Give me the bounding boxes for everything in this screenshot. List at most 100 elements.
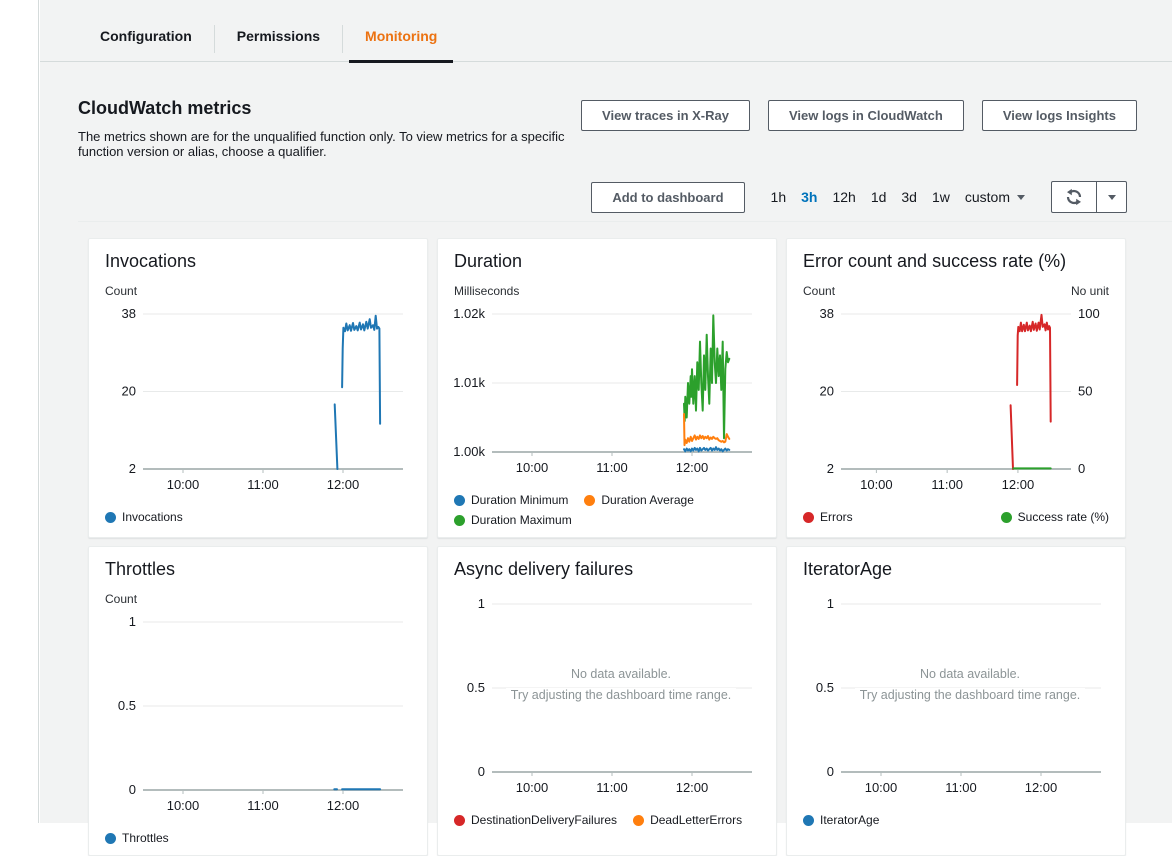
metric-card-errors: Error count and success rate (%) Count No … xyxy=(786,238,1126,538)
svg-text:10:00: 10:00 xyxy=(865,780,898,795)
legend-label: DestinationDeliveryFailures xyxy=(471,813,618,827)
time-range-1h[interactable]: 1h xyxy=(770,189,787,205)
legend-label: Invocations xyxy=(122,510,183,524)
page-title: CloudWatch metrics xyxy=(78,98,252,118)
svg-text:0: 0 xyxy=(478,764,485,779)
chart-title: Throttles xyxy=(105,559,176,579)
chart-legend: Invocations xyxy=(105,510,411,524)
time-range-12h[interactable]: 12h xyxy=(832,189,856,205)
legend-item[interactable]: Errors xyxy=(803,510,853,524)
metrics-description: The metrics shown are for the unqualifie… xyxy=(78,129,565,159)
svg-text:12:00: 12:00 xyxy=(676,780,709,795)
chart-duration[interactable]: 1.02k 1.01k 1.00k 10:00 11:00 12:00 xyxy=(453,302,762,480)
legend-color-dot xyxy=(454,494,465,506)
svg-text:2: 2 xyxy=(827,461,834,476)
legend-label: DeadLetterErrors xyxy=(650,813,743,827)
legend-label: Throttles xyxy=(122,831,169,845)
chart-async-delivery-failures[interactable]: 1 0.5 0 10:00 11:00 12:00 xyxy=(454,592,762,800)
refresh-options-button[interactable] xyxy=(1097,181,1127,213)
svg-text:1: 1 xyxy=(129,614,136,629)
time-range-custom[interactable]: custom xyxy=(965,189,1025,205)
svg-text:50: 50 xyxy=(1078,384,1092,399)
tab-divider xyxy=(342,25,344,53)
collapsed-side-nav xyxy=(0,0,39,823)
time-range-1w[interactable]: 1w xyxy=(931,189,950,205)
metric-card-iteratorage: IteratorAge 1 0.5 0 10:00 11:00 12:00 No data a… xyxy=(786,546,1126,856)
left-axis-unit: Count xyxy=(105,284,138,298)
svg-text:1.00k: 1.00k xyxy=(454,444,485,459)
view-logs-insights-button[interactable]: View logs Insights xyxy=(981,100,1137,131)
legend-item[interactable]: Duration Maximum xyxy=(454,513,572,527)
metric-card-invocations: Invocations Count 38 20 2 10:00 11:00 12:00 Invo… xyxy=(88,238,428,538)
tab-configuration[interactable]: Configuration xyxy=(100,28,192,44)
svg-text:0.5: 0.5 xyxy=(816,680,834,695)
view-logs-cloudwatch-button[interactable]: View logs in CloudWatch xyxy=(767,100,964,131)
svg-text:12:00: 12:00 xyxy=(327,477,360,492)
legend-label: IteratorAge xyxy=(820,813,880,827)
chart-toolbar: Add to dashboard 1h 3h 12h 1d 3d 1w custom xyxy=(40,159,1172,213)
legend-color-dot xyxy=(454,814,465,826)
chart-legend: DestinationDeliveryFailures DeadLetterErr… xyxy=(454,813,760,827)
chevron-down-icon xyxy=(1017,194,1025,200)
chart-throttles[interactable]: 1 0.5 0 10:00 11:00 12:00 xyxy=(105,610,413,818)
add-to-dashboard-button[interactable]: Add to dashboard xyxy=(591,181,745,213)
legend-label: Duration Maximum xyxy=(471,513,572,527)
svg-text:10:00: 10:00 xyxy=(167,798,200,813)
svg-text:38: 38 xyxy=(122,306,136,321)
svg-text:0: 0 xyxy=(129,782,136,797)
svg-text:12:00: 12:00 xyxy=(327,798,360,813)
svg-text:0: 0 xyxy=(827,764,834,779)
legend-color-dot xyxy=(633,814,645,826)
left-axis-unit: Milliseconds xyxy=(454,284,520,298)
svg-text:20: 20 xyxy=(820,384,834,399)
time-range-selector: 1h 3h 12h 1d 3d 1w custom xyxy=(771,189,1025,205)
svg-text:11:00: 11:00 xyxy=(596,780,628,795)
chart-title: Duration xyxy=(454,251,523,271)
svg-text:10:00: 10:00 xyxy=(516,780,549,795)
legend-color-dot xyxy=(803,511,814,523)
chart-legend: IteratorAge xyxy=(803,813,1109,827)
plot-area: 1 0.5 0 10:00 11:00 12:00 No data available. Tr… xyxy=(803,592,1109,805)
chart-invocations[interactable]: 38 20 2 10:00 11:00 12:00 xyxy=(105,302,413,497)
legend-item[interactable]: Invocations xyxy=(105,510,183,524)
time-range-3d[interactable]: 3d xyxy=(901,189,917,205)
plot-area: 1 0.5 0 10:00 11:00 12:00 No data available. Tr… xyxy=(454,592,760,805)
refresh-button[interactable] xyxy=(1051,181,1097,213)
legend-item[interactable]: Success rate (%) xyxy=(1000,510,1109,524)
svg-text:100: 100 xyxy=(1078,306,1100,321)
svg-text:1: 1 xyxy=(827,596,834,611)
legend-item[interactable]: Throttles xyxy=(105,831,169,845)
svg-text:11:00: 11:00 xyxy=(247,477,279,492)
axis-unit-labels: Count No unit xyxy=(803,284,1109,299)
svg-text:12:00: 12:00 xyxy=(1025,780,1058,795)
legend-item[interactable]: DestinationDeliveryFailures xyxy=(454,813,617,827)
refresh-icon xyxy=(1066,188,1082,206)
legend-item[interactable]: Duration Minimum xyxy=(454,493,568,507)
chart-legend: Throttles xyxy=(105,831,411,845)
axis-unit-labels: Count xyxy=(105,592,411,607)
time-range-1d[interactable]: 1d xyxy=(870,189,887,205)
left-axis-unit: Count xyxy=(105,592,138,606)
svg-text:12:00: 12:00 xyxy=(1002,477,1035,492)
legend-item[interactable]: DeadLetterErrors xyxy=(633,813,742,827)
tab-permissions[interactable]: Permissions xyxy=(236,28,321,44)
left-axis-unit: Count xyxy=(803,284,836,298)
legend-item[interactable]: IteratorAge xyxy=(803,813,879,827)
chart-title: Async delivery failures xyxy=(454,559,634,579)
monitoring-page: Configuration Permissions Monitoring Clo… xyxy=(40,0,1172,856)
chart-title: IteratorAge xyxy=(803,559,893,579)
svg-text:10:00: 10:00 xyxy=(516,460,549,475)
chart-iteratorage[interactable]: 1 0.5 0 10:00 11:00 12:00 xyxy=(803,592,1111,800)
tab-monitoring[interactable]: Monitoring xyxy=(343,28,459,63)
view-traces-xray-button[interactable]: View traces in X-Ray xyxy=(581,100,750,131)
time-range-3h[interactable]: 3h xyxy=(801,189,818,205)
tab-bar: Configuration Permissions Monitoring xyxy=(40,0,1172,63)
chart-title: Invocations xyxy=(105,251,197,271)
legend-label: Success rate (%) xyxy=(1017,510,1109,524)
legend-color-dot xyxy=(803,814,814,826)
section-divider xyxy=(78,221,1172,222)
chart-errors[interactable]: 38 20 2 100 50 0 10:00 11:00 12:00 xyxy=(803,302,1111,497)
legend-item[interactable]: Duration Average xyxy=(584,493,694,507)
svg-text:20: 20 xyxy=(122,384,136,399)
tab-divider xyxy=(213,25,215,53)
